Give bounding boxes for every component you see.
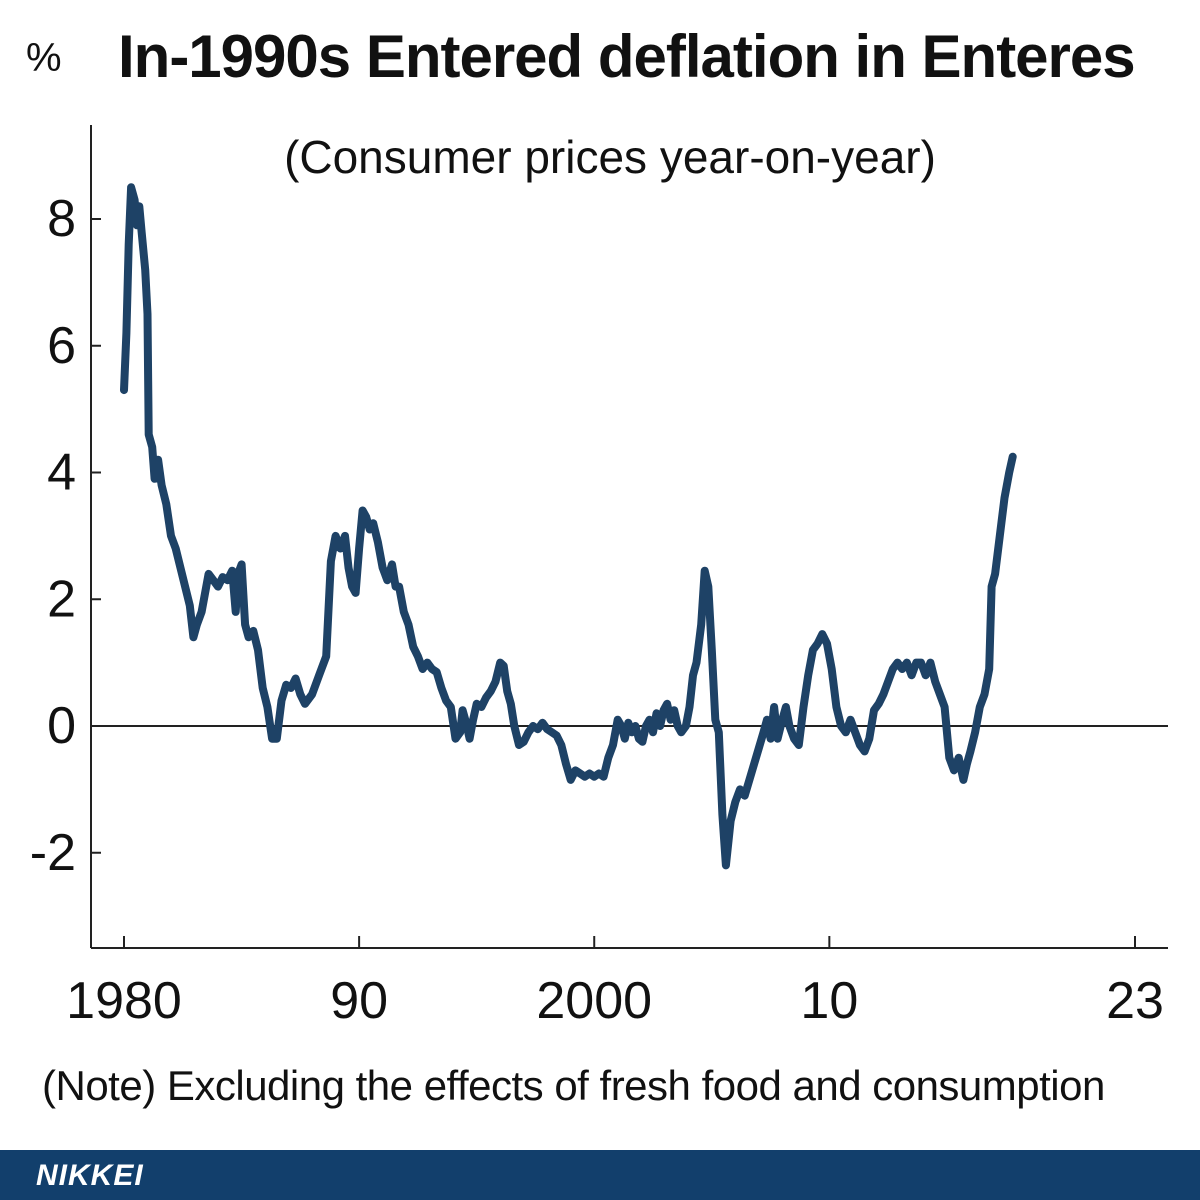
x-tick-label: 10 bbox=[800, 972, 858, 1030]
y-tick-label: 6 bbox=[47, 317, 76, 375]
y-tick-label: -2 bbox=[30, 824, 76, 882]
chart-subtitle: (Consumer prices year-on-year) bbox=[284, 131, 936, 183]
chart-note: (Note) Excluding the effects of fresh fo… bbox=[42, 1062, 1105, 1109]
x-tick-label: 1980 bbox=[66, 972, 182, 1030]
x-tick-label: 90 bbox=[330, 972, 388, 1030]
y-tick-label: 0 bbox=[47, 697, 76, 755]
y-axis-unit: % bbox=[26, 36, 62, 80]
y-tick-label: 4 bbox=[47, 444, 76, 502]
nikkei-logo: NIKKEI bbox=[36, 1159, 144, 1192]
y-tick-label: 8 bbox=[47, 190, 76, 248]
chart-title: In-1990s Entered deflation in Enteres bbox=[118, 23, 1136, 90]
line-chart: 8 6 4 2 0 -2 1980 90 2000 10 23 bbox=[30, 125, 1168, 1030]
x-tick-label: 2000 bbox=[536, 972, 652, 1030]
x-tick-label: 23 bbox=[1106, 972, 1164, 1030]
series-line-0 bbox=[120, 183, 1017, 870]
y-tick-label: 2 bbox=[47, 570, 76, 628]
footer-bar: NIKKEI bbox=[0, 1150, 1200, 1200]
